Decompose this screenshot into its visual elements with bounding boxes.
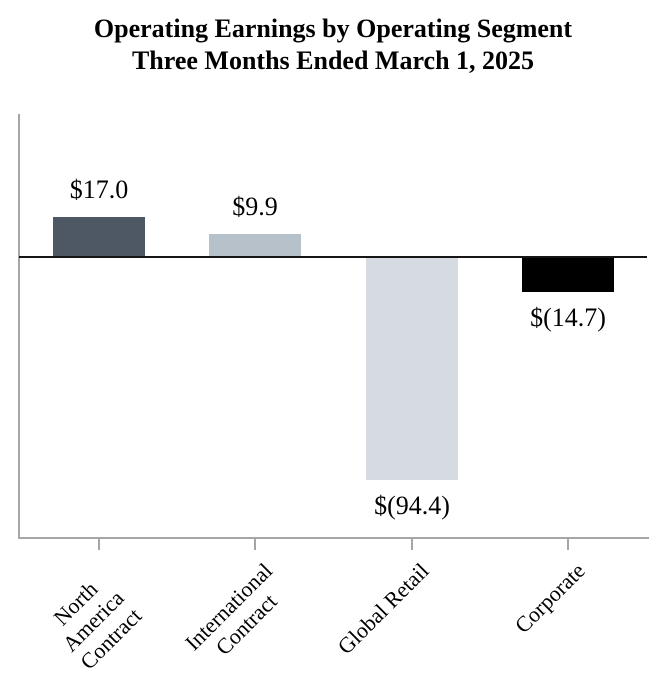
value-label-international-contract: $9.9 (232, 191, 278, 221)
category-label-corporate: Corporate (509, 558, 590, 638)
category-label-global-retail: Global Retail (332, 558, 434, 660)
category-label-north-america-contract: North America Contract (48, 576, 147, 675)
bar-global-retail (366, 257, 458, 480)
bar-north-america-contract (53, 216, 145, 257)
value-label-corporate: $(14.7) (530, 302, 606, 332)
x-axis-line (18, 537, 649, 539)
x-axis-tick-north-america-contract (98, 539, 100, 550)
bar-corporate (522, 257, 614, 292)
x-axis-tick-global-retail (411, 539, 413, 550)
x-axis-tick-corporate (567, 539, 569, 550)
bar-international-contract (209, 233, 301, 257)
chart-title: Operating Earnings by Operating Segment (93, 14, 573, 43)
y-axis-line (18, 114, 20, 539)
chart-title-block: Operating Earnings by Operating Segment … (0, 13, 666, 77)
category-label-international-contract: International Contract (179, 558, 282, 660)
x-axis-tick-international-contract (254, 539, 256, 550)
chart-subtitle: Three Months Ended March 1, 2025 (131, 46, 535, 75)
value-label-global-retail: $(94.4) (374, 490, 450, 520)
zero-baseline (19, 255, 647, 258)
value-label-north-america-contract: $17.0 (69, 174, 129, 204)
